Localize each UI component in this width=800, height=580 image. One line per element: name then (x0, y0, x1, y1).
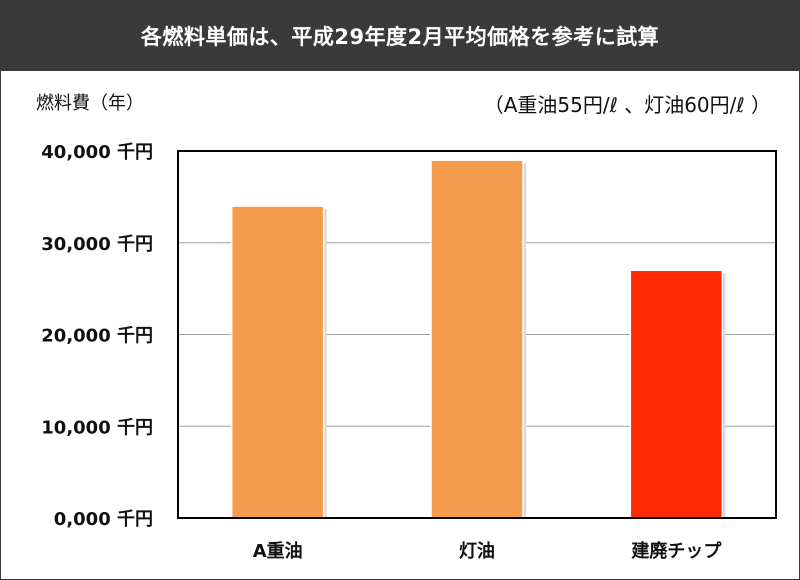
bar-2 (430, 159, 524, 519)
bar-3 (629, 269, 724, 519)
price-note: （A重油55円/ℓ 、灯油60円/ℓ ） (483, 93, 771, 117)
x-category-label: A重油 (253, 540, 303, 562)
y-axis-label: 燃料費（年） (36, 93, 144, 114)
y-tick-label: 30,000 千円 (41, 234, 153, 255)
y-tick-label: 10,000 千円 (41, 417, 153, 438)
bar-1 (230, 205, 325, 519)
plot-border (177, 150, 777, 519)
chart-title: 各燃料単価は、平成29年度2月平均価格を参考に試算 (140, 25, 660, 49)
chart-header: 各燃料単価は、平成29年度2月平均価格を参考に試算 (1, 1, 799, 71)
y-tick-label: 0,000 千円 (54, 509, 153, 530)
x-category-label: 建廃チップ (631, 540, 722, 562)
y-tick-label: 20,000 千円 (41, 326, 153, 347)
x-category-label: 灯油 (459, 540, 495, 562)
y-tick-label: 40,000 千円 (41, 142, 153, 163)
